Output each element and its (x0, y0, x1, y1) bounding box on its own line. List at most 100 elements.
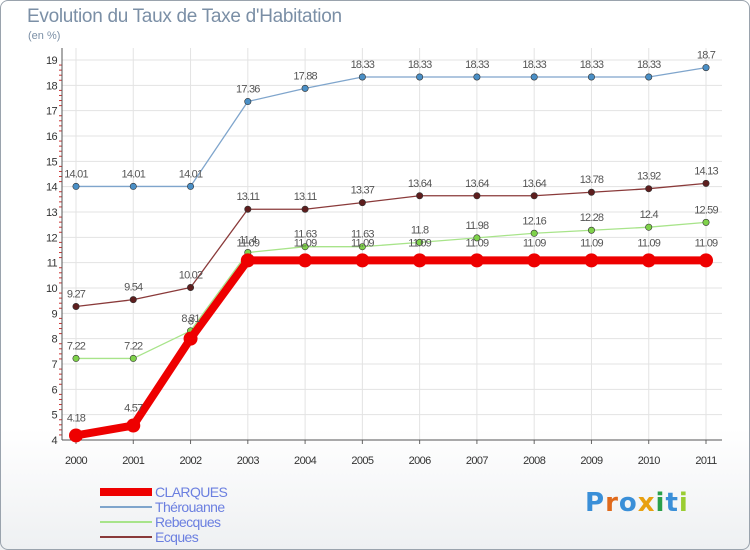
y-tick-label: 5 (51, 410, 57, 422)
legend-swatch (100, 521, 152, 523)
y-tick-label: 18 (46, 80, 58, 92)
data-label: 11.98 (466, 220, 489, 232)
line-chart: 4 5 6 7 8 9 10 11 12 13 14 15 16 17 18 19 2000 2001 2002 20… (46, 48, 722, 467)
data-label: 11.09 (408, 237, 431, 249)
data-point (126, 418, 141, 433)
y-tick-label: 10 (46, 283, 58, 295)
data-point (469, 253, 484, 268)
data-label: 17.36 (236, 84, 260, 96)
data-point (587, 226, 595, 234)
data-label: 13.11 (294, 191, 317, 203)
data-point (416, 192, 424, 200)
logo-letter: t (665, 488, 679, 518)
x-tick-label: 2008 (523, 455, 546, 467)
series-layer (69, 64, 713, 443)
data-point (702, 179, 710, 187)
data-label: 13.64 (522, 178, 546, 190)
data-label: 13.11 (236, 191, 259, 203)
data-label: 13.37 (351, 185, 375, 197)
y-tick-label: 14 (46, 182, 58, 194)
data-label: 12.59 (694, 204, 718, 216)
y-tick-label: 16 (46, 131, 58, 143)
data-point (587, 188, 595, 196)
data-point (298, 253, 313, 268)
data-point (527, 253, 542, 268)
data-label: 11.09 (294, 237, 317, 249)
data-label: 7.22 (67, 340, 86, 352)
label-layer: 14.01 14.01 14.01 17.36 17.88 18.33 18.33 18.33… (64, 50, 719, 425)
legend-swatch (100, 488, 152, 496)
data-point (645, 185, 653, 193)
chart-subtitle: (en %) (28, 30, 61, 42)
data-label: 10.02 (179, 269, 203, 281)
axis-layer: 4 5 6 7 8 9 10 11 12 13 14 15 16 17 18 19 2000 2001 2002 20… (46, 48, 722, 467)
data-point (301, 84, 309, 92)
data-point (530, 229, 538, 237)
x-tick-label: 2010 (638, 455, 661, 467)
data-point (69, 428, 83, 443)
x-tick-label: 2006 (409, 455, 432, 467)
data-label: 4.18 (67, 412, 86, 424)
data-label: 11.09 (580, 237, 603, 249)
data-point (645, 223, 653, 231)
series-line-rebecques (75, 221, 707, 360)
proxiti-logo: Proxiti (585, 488, 689, 518)
data-label: 18.33 (408, 59, 432, 71)
legend-label: Ecques (155, 529, 199, 545)
data-label: 9.27 (67, 288, 86, 300)
data-point (416, 238, 424, 246)
data-point (187, 182, 195, 190)
data-point (244, 98, 252, 106)
x-tick-label: 2009 (580, 455, 603, 467)
data-label: 17.88 (293, 70, 317, 82)
y-tick-label: 17 (46, 106, 58, 118)
data-point (358, 73, 366, 81)
data-label: 11.09 (637, 237, 660, 249)
data-point (412, 253, 427, 268)
x-tick-label: 2004 (294, 455, 317, 467)
y-tick-label: 13 (46, 207, 58, 219)
data-point (645, 73, 653, 81)
data-label: 11.8 (411, 224, 429, 236)
legend-label: Thérouanne (155, 499, 225, 515)
x-tick-label: 2001 (122, 455, 145, 467)
data-label: 11.09 (695, 237, 718, 249)
data-label: 11.09 (351, 237, 374, 249)
data-point (183, 331, 198, 346)
data-label: 18.33 (465, 59, 489, 71)
data-label: 8.31 (181, 313, 200, 325)
data-point (702, 64, 710, 72)
data-point (72, 302, 80, 310)
data-point (702, 218, 710, 226)
data-point (129, 182, 137, 190)
y-tick-label: 6 (51, 384, 57, 396)
x-tick-label: 2011 (695, 455, 717, 467)
data-label: 11.09 (523, 237, 546, 249)
y-tick-label: 8 (51, 334, 57, 346)
data-label: 18.33 (580, 59, 604, 71)
data-label: 13.78 (580, 174, 604, 186)
data-label: 12.4 (640, 209, 659, 221)
logo-letter: i (655, 488, 666, 518)
data-point (301, 205, 309, 213)
data-point (587, 73, 595, 81)
x-tick-label: 2002 (180, 455, 203, 467)
y-tick-label: 19 (46, 55, 58, 67)
x-tick-label: 2007 (466, 455, 489, 467)
y-tick-label: 4 (51, 435, 57, 447)
data-label: 4.57 (124, 403, 143, 415)
y-tick-label: 7 (51, 359, 57, 371)
data-label: 8 (188, 316, 194, 328)
data-label: 11.63 (294, 229, 317, 241)
data-label: 11.09 (236, 237, 259, 249)
data-point (72, 182, 80, 190)
legend-swatch (100, 506, 152, 508)
data-label: 18.33 (351, 59, 375, 71)
legend-label: Rebecques (155, 514, 221, 530)
data-label: 14.13 (694, 165, 718, 177)
y-tick-label: 15 (46, 156, 58, 168)
series-line-thérouanne (75, 66, 707, 188)
data-point (530, 192, 538, 200)
data-label: 14.01 (122, 168, 146, 180)
x-tick-label: 2003 (237, 455, 260, 467)
